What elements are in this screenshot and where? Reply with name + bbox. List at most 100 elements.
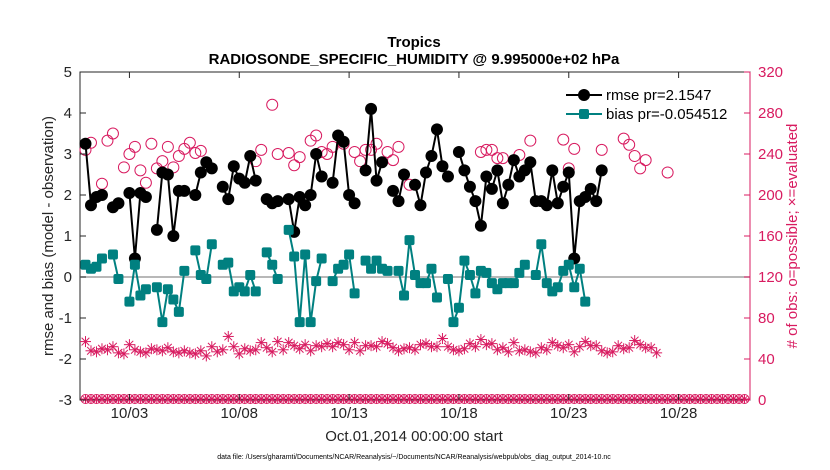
rmse-point [370, 174, 383, 187]
obs-evaluated-zero-point [405, 395, 414, 403]
y-right-tick-label: 240 [758, 146, 783, 163]
rmse-point [398, 168, 411, 181]
rmse-point [337, 135, 350, 148]
bias-point [289, 251, 300, 262]
rmse-point [79, 137, 92, 150]
rmse-point [271, 195, 284, 208]
obs-evaluated-point [261, 342, 273, 354]
bias-point [426, 263, 437, 274]
bias-point [300, 249, 311, 260]
y-right-tick-label: 120 [758, 269, 783, 286]
bias-point [190, 245, 201, 256]
y-left-tick-label: 1 [64, 228, 72, 245]
obs-evaluated-point [217, 344, 229, 356]
obs-possible-point [189, 146, 202, 159]
obs-evaluated-point [250, 344, 262, 356]
obs-evaluated-zero-point [652, 395, 661, 403]
obs-evaluated-zero-point [608, 395, 617, 403]
bias-point [470, 288, 481, 299]
bias-point [327, 276, 338, 287]
obs-evaluated-zero-point [158, 395, 167, 403]
rmse-point [507, 154, 520, 167]
rmse-point [310, 148, 323, 160]
bias-point [514, 267, 525, 278]
obs-evaluated-zero-point [471, 395, 480, 403]
obs-evaluated-zero-point [416, 395, 425, 403]
obs-evaluated-point [327, 341, 339, 353]
rmse-point [189, 189, 202, 201]
bias-point [267, 259, 278, 270]
obs-evaluated-point [200, 350, 212, 362]
bias-point [410, 269, 420, 280]
bias-point [420, 278, 431, 289]
legend-bias-label: bias pr=-0.054512 [606, 106, 727, 123]
bias-point [431, 292, 442, 303]
rmse-point [409, 178, 421, 191]
obs-evaluated-zero-point [169, 395, 178, 403]
bias-point [574, 263, 585, 274]
obs-evaluated-point [189, 348, 201, 360]
x-tick-label: 10/03 [111, 405, 149, 422]
obs-possible-point [117, 161, 130, 174]
obs-possible-point [266, 98, 279, 111]
obs-possible-point [359, 143, 372, 156]
bias-line-segment [155, 270, 186, 323]
obs-possible-point [106, 127, 119, 140]
rmse-point [562, 166, 575, 179]
rmse-point [441, 170, 454, 183]
x-tick-label: 10/13 [330, 405, 368, 422]
rmse-point [299, 199, 312, 212]
obs-evaluated-point [228, 341, 240, 353]
obs-evaluated-zero-point [141, 395, 150, 403]
obs-possible-point [623, 138, 636, 151]
rmse-point [282, 193, 295, 206]
x-tick-label: 10/23 [550, 405, 588, 422]
y-left-tick-label: -2 [59, 351, 72, 368]
obs-evaluated-zero-point [493, 395, 502, 403]
obs-evaluated-zero-point [630, 395, 639, 403]
bias-point [338, 259, 349, 270]
obs-possible-point [145, 137, 158, 150]
bias-point [283, 224, 294, 235]
rmse-point [540, 199, 553, 212]
obs-evaluated-point [535, 342, 547, 354]
bias-point [464, 269, 475, 280]
bias-point [404, 235, 415, 246]
rmse-point [480, 170, 493, 183]
bias-point [481, 267, 492, 278]
y-right-tick-label: 0 [758, 392, 766, 409]
bias-point [272, 274, 283, 285]
bias-point [508, 278, 519, 289]
x-tick-label: 10/08 [220, 405, 258, 422]
bias-point [151, 282, 162, 293]
obs-evaluated-zero-point [669, 395, 678, 403]
legend-bias-marker [579, 109, 589, 119]
obs-evaluated-zero-point [163, 395, 172, 403]
bias-point [536, 239, 547, 250]
bias-point [448, 317, 459, 328]
obs-evaluated-zero-point [207, 395, 216, 403]
y-left-tick-label: 2 [64, 187, 72, 204]
obs-evaluated-point [343, 344, 355, 356]
obs-possible-point [134, 164, 147, 177]
obs-evaluated-point [90, 346, 102, 358]
rmse-point [387, 184, 400, 197]
obs-evaluated-point [634, 339, 646, 351]
x-tick-label: 10/18 [440, 405, 478, 422]
bias-point [124, 296, 135, 307]
obs-possible-point [381, 145, 394, 158]
rmse-point [584, 182, 597, 195]
obs-evaluated-zero-point [301, 395, 310, 403]
chart-subtitle: RADIOSONDE_SPECIFIC_HUMIDITY @ 9.995000e… [209, 51, 620, 68]
obs-evaluated-point [272, 336, 284, 348]
rmse-point [414, 199, 427, 212]
obs-evaluated-series [79, 330, 749, 403]
obs-evaluated-point [469, 341, 481, 353]
obs-possible-point [255, 143, 268, 156]
rmse-point [194, 166, 207, 179]
bias-series [80, 224, 591, 328]
obs-possible-point [595, 143, 608, 156]
rmse-point [491, 164, 504, 177]
obs-possible-point [639, 154, 652, 167]
obs-evaluated-zero-point [246, 395, 255, 403]
